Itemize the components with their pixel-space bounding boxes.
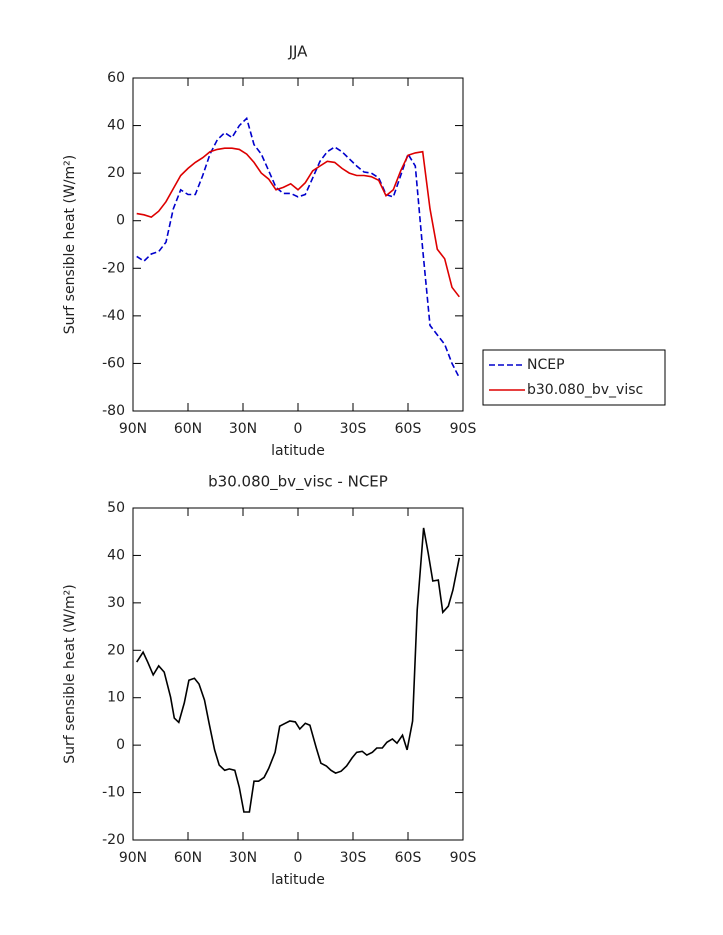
series-line bbox=[136, 147, 460, 298]
y-tick-label: -60 bbox=[102, 355, 125, 371]
y-axis-label: Surf sensible heat (W/m²) bbox=[62, 584, 78, 763]
x-tick-label: 0 bbox=[294, 421, 303, 437]
x-axis-label: latitude bbox=[271, 443, 325, 459]
y-tick-label: 0 bbox=[116, 737, 125, 753]
chart-title: b30.080_bv_visc - NCEP bbox=[208, 473, 388, 492]
y-axis-label: Surf sensible heat (W/m²) bbox=[62, 155, 78, 334]
x-tick-label: 90S bbox=[450, 421, 477, 437]
x-axis-label: latitude bbox=[271, 872, 325, 888]
y-tick-label: -10 bbox=[102, 785, 125, 801]
y-tick-label: -40 bbox=[102, 308, 125, 324]
y-tick-label: 40 bbox=[107, 118, 125, 134]
x-tick-label: 90S bbox=[450, 850, 477, 866]
x-tick-label: 30N bbox=[229, 421, 257, 437]
series-line bbox=[136, 527, 461, 813]
y-tick-label: 10 bbox=[107, 690, 125, 706]
y-tick-label: 50 bbox=[107, 500, 125, 516]
y-tick-label: -80 bbox=[102, 403, 125, 419]
y-tick-label: 20 bbox=[107, 642, 125, 658]
y-tick-label: 20 bbox=[107, 165, 125, 181]
x-tick-label: 60N bbox=[174, 850, 202, 866]
series-line bbox=[136, 116, 461, 379]
y-tick-label: -20 bbox=[102, 832, 125, 848]
x-tick-label: 30N bbox=[229, 850, 257, 866]
legend-box bbox=[482, 349, 666, 406]
legend-label: NCEP bbox=[527, 357, 565, 373]
plot-frame bbox=[132, 77, 464, 412]
x-tick-label: 0 bbox=[294, 850, 303, 866]
y-tick-label: 0 bbox=[116, 213, 125, 229]
x-tick-label: 60S bbox=[395, 421, 422, 437]
x-tick-label: 60N bbox=[174, 421, 202, 437]
y-tick-label: 40 bbox=[107, 547, 125, 563]
plot-frame bbox=[132, 507, 464, 841]
legend-label: b30.080_bv_visc bbox=[527, 382, 643, 398]
chart-title: JJA bbox=[288, 43, 309, 61]
x-tick-label: 90N bbox=[119, 421, 147, 437]
y-tick-label: 30 bbox=[107, 595, 125, 611]
y-tick-label: 60 bbox=[107, 70, 125, 86]
x-tick-label: 30S bbox=[340, 850, 367, 866]
x-tick-label: 30S bbox=[340, 421, 367, 437]
y-tick-label: -20 bbox=[102, 260, 125, 276]
x-tick-label: 60S bbox=[395, 850, 422, 866]
x-tick-label: 90N bbox=[119, 850, 147, 866]
